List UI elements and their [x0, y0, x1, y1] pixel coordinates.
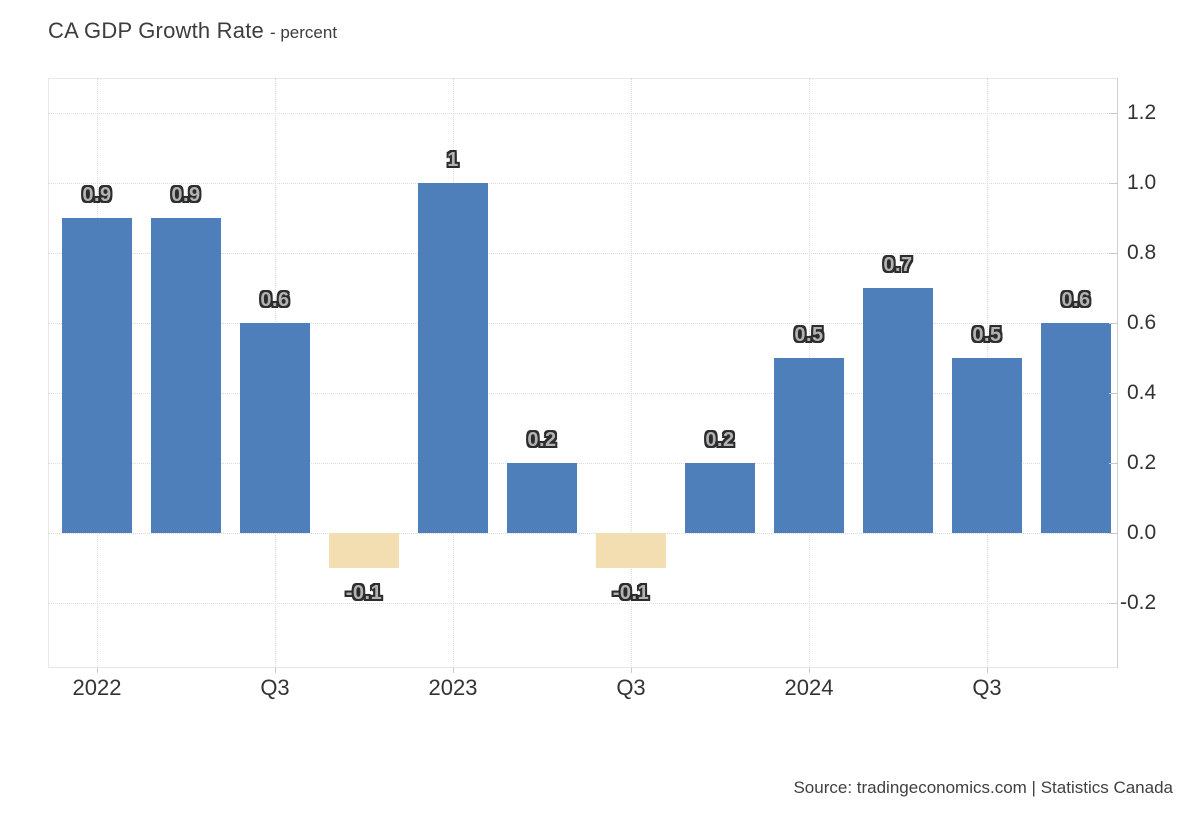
- bar-value-label: 0.9: [171, 184, 201, 206]
- y-axis-tick: [1109, 393, 1118, 394]
- bar[interactable]: [863, 288, 933, 533]
- bar[interactable]: [240, 323, 310, 533]
- chart-subtitle: - percent: [269, 23, 338, 42]
- bar[interactable]: [151, 218, 221, 533]
- y-grid-line: [48, 323, 1118, 324]
- x-axis-tick: [453, 668, 454, 673]
- y-axis-tick: [1109, 323, 1118, 324]
- x-tick-label: Q3: [972, 675, 1002, 700]
- source-credit: Source: tradingeconomics.com | Statistic…: [793, 778, 1173, 797]
- bar-value-label: 0.9: [82, 184, 112, 206]
- chart-header: CA GDP Growth Rate - percent: [48, 18, 337, 44]
- bar-value-label: 0.7: [883, 254, 913, 276]
- x-axis-tick: [97, 668, 98, 673]
- x-tick-label: Q3: [260, 675, 290, 700]
- bar[interactable]: [62, 218, 132, 533]
- x-axis-tick: [275, 668, 276, 673]
- y-axis-tick: [1109, 253, 1118, 254]
- y-grid-line: [48, 253, 1118, 254]
- bar[interactable]: [774, 358, 844, 533]
- y-grid-line: [48, 113, 1118, 114]
- y-tick-label: -0.2: [1120, 591, 1157, 614]
- bar-value-label: 0.2: [705, 429, 735, 451]
- bar-value-label: -0.1: [612, 582, 650, 604]
- bar[interactable]: [952, 358, 1022, 533]
- y-tick-label: 1.0: [1127, 171, 1157, 194]
- x-axis-tick: [987, 668, 988, 673]
- bar[interactable]: [418, 183, 488, 533]
- x-tick-label: 2023: [428, 675, 478, 700]
- bar-value-label: 0.6: [260, 289, 290, 311]
- plot-border: [48, 78, 1118, 668]
- bar-value-label: 0.2: [527, 429, 557, 451]
- x-tick-label: Q3: [616, 675, 646, 700]
- x-tick-label: 2022: [72, 675, 122, 700]
- y-grid-line: [48, 603, 1118, 604]
- x-grid-line: [631, 78, 632, 668]
- chart-title: CA GDP Growth Rate: [48, 18, 264, 43]
- x-axis-tick: [809, 668, 810, 673]
- y-axis-tick: [1109, 113, 1118, 114]
- y-grid-line: [48, 463, 1118, 464]
- plot-area[interactable]: 0.9 0.9 0.6 -0.1 1 0.2 -0.1 0.2 0.5 0.7 0.5 0.6: [48, 78, 1118, 668]
- y-grid-line: [48, 393, 1118, 394]
- bar[interactable]: [596, 533, 666, 568]
- bar-value-label: 0.6: [1061, 289, 1091, 311]
- bar-value-label: 1: [447, 149, 459, 171]
- bar[interactable]: [685, 463, 755, 533]
- y-tick-label: 0.6: [1127, 311, 1157, 334]
- bar[interactable]: [1041, 323, 1111, 533]
- y-tick-label: 1.2: [1127, 101, 1157, 124]
- bar-value-label: 0.5: [972, 324, 1002, 346]
- y-axis-tick: [1109, 603, 1118, 604]
- y-tick-label: 0.2: [1127, 451, 1157, 474]
- x-tick-label: 2024: [784, 675, 834, 700]
- bar-value-label: -0.1: [345, 582, 383, 604]
- bar[interactable]: [329, 533, 399, 568]
- y-grid-line: [48, 533, 1118, 534]
- y-grid-line: [48, 183, 1118, 184]
- bar[interactable]: [507, 463, 577, 533]
- bar-value-label: 0.5: [794, 324, 824, 346]
- y-axis-tick: [1109, 533, 1118, 534]
- y-tick-label: 0.4: [1127, 381, 1157, 404]
- y-tick-label: 0.0: [1127, 521, 1157, 544]
- y-axis-tick: [1109, 463, 1118, 464]
- y-axis-tick: [1109, 183, 1118, 184]
- y-tick-label: 0.8: [1127, 241, 1157, 264]
- y-axis-line: [1117, 78, 1118, 668]
- x-axis-tick: [631, 668, 632, 673]
